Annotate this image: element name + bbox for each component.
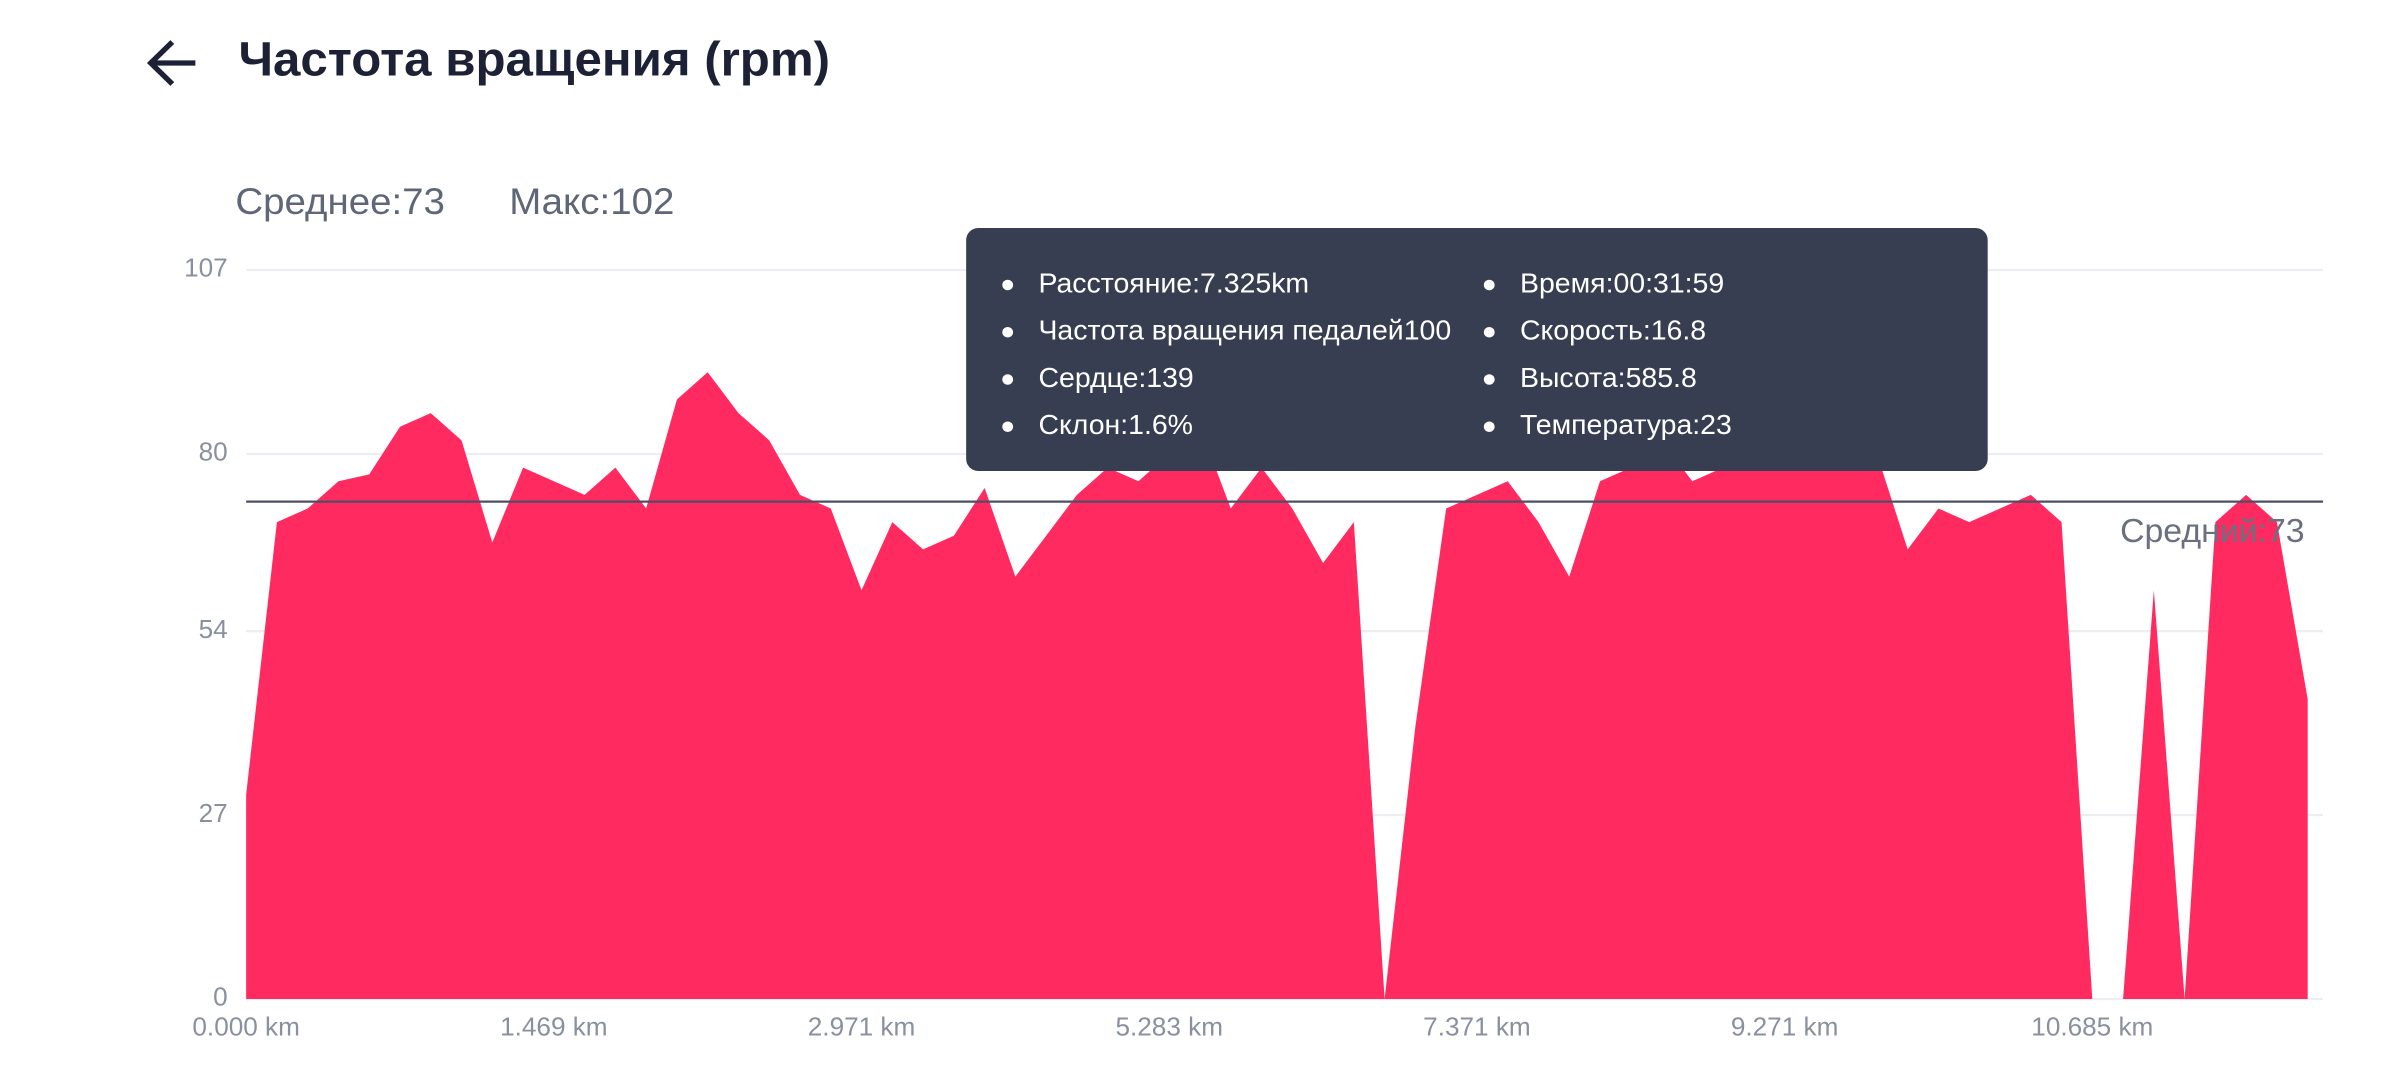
tooltip-box [966, 228, 1988, 471]
x-tick-label: 10.685 km [2031, 1014, 2153, 1042]
y-tick-label: 54 [199, 616, 228, 644]
page-title: Частота вращения (rpm) [238, 33, 830, 86]
x-tick-label: 2.971 km [808, 1014, 916, 1042]
back-button[interactable] [146, 40, 196, 86]
tooltip-item: Сердце:139 [1038, 362, 1193, 393]
tooltip-item: Скорость:16.8 [1520, 315, 1706, 346]
x-tick-label: 9.271 km [1731, 1014, 1839, 1042]
tooltip-bullet [1483, 421, 1495, 432]
x-tick-label: 0.000 km [192, 1014, 300, 1042]
tooltip-item: Расстояние:7.325km [1038, 268, 1309, 299]
tooltip-bullet [1002, 327, 1014, 338]
tooltip-bullet [1002, 279, 1014, 291]
tooltip-bullet [1002, 421, 1014, 432]
tooltip-item: Высота:585.8 [1520, 362, 1697, 393]
tooltip-item: Частота вращения педалей100 [1038, 315, 1451, 346]
tooltip-bullet [1002, 374, 1014, 385]
tooltip-bullet [1483, 327, 1495, 338]
average-label: Средний:73 [2120, 513, 2305, 550]
tooltip: Расстояние:7.325km Частота вращения педал… [966, 228, 1988, 471]
cadence-area [246, 372, 2308, 999]
stat-average: Среднее:73 [235, 181, 445, 222]
y-tick-label: 0 [213, 984, 228, 1012]
tooltip-item: Время:00:31:59 [1520, 268, 1724, 299]
back-arrow[interactable] [146, 40, 196, 86]
x-tick-label: 7.371 km [1423, 1014, 1531, 1042]
x-tick-label: 5.283 km [1115, 1014, 1223, 1042]
tooltip-item: Склон:1.6% [1038, 409, 1193, 440]
tooltip-bullet [1483, 374, 1495, 385]
y-tick-label: 107 [184, 255, 228, 283]
y-tick-label: 27 [199, 800, 228, 828]
y-tick-label: 80 [199, 439, 228, 467]
stat-max: Макс:102 [509, 181, 674, 222]
tooltip-item: Температура:23 [1520, 409, 1732, 440]
tooltip-bullet [1483, 279, 1495, 291]
x-tick-label: 1.469 km [500, 1014, 608, 1042]
